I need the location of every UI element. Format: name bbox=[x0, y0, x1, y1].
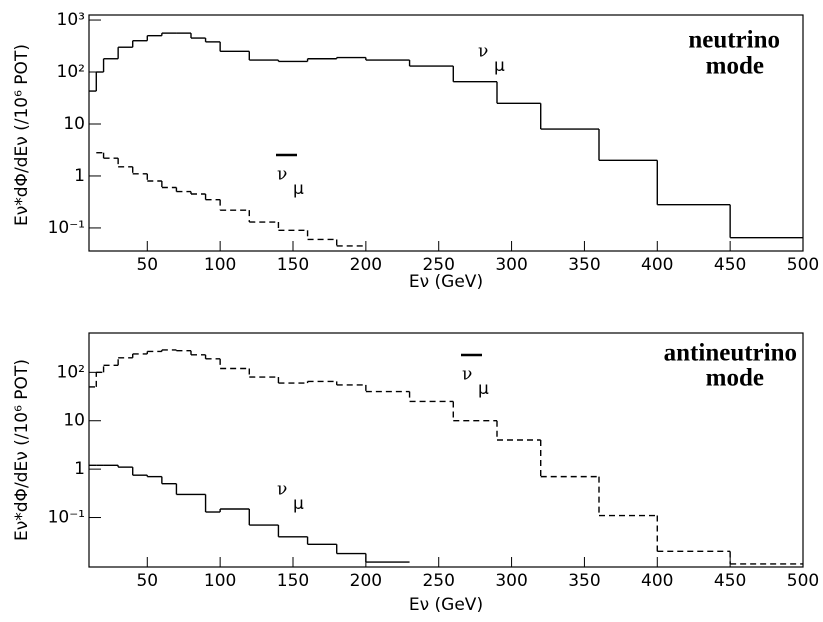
x-axis-label: Eν (GeV) bbox=[409, 595, 483, 615]
y-tick-label: 1 bbox=[74, 459, 85, 479]
x-tick-label: 150 bbox=[277, 571, 309, 591]
mode-label: neutrino bbox=[688, 27, 780, 54]
annotation: ν bbox=[462, 365, 472, 385]
x-tick-label: 350 bbox=[568, 571, 600, 591]
x-tick-label: 100 bbox=[204, 571, 236, 591]
y-tick-label: 10⁻¹ bbox=[48, 218, 85, 238]
x-tick-label: 300 bbox=[495, 571, 527, 591]
x-tick-label: 500 bbox=[787, 571, 819, 591]
x-tick-label: 250 bbox=[422, 571, 454, 591]
x-tick-label: 350 bbox=[568, 255, 600, 275]
y-tick-label: 10² bbox=[57, 362, 85, 382]
x-tick-label: 400 bbox=[641, 255, 673, 275]
annotation: ν bbox=[277, 480, 287, 500]
annotation: ν bbox=[277, 165, 287, 185]
y-tick-label: 10 bbox=[63, 411, 85, 431]
annotation-subscript: μ bbox=[494, 56, 505, 76]
mode-label: antineutrino bbox=[664, 340, 797, 367]
y-tick-label: 10⁻¹ bbox=[48, 508, 85, 528]
y-tick-label: 10 bbox=[63, 114, 85, 134]
mode-label: mode bbox=[706, 365, 764, 392]
annotation: ν bbox=[478, 42, 488, 62]
plot-frame bbox=[88, 332, 804, 568]
y-axis-label: Eν*dΦ/dEν (/10⁶ POT) bbox=[12, 359, 32, 541]
x-tick-label: 200 bbox=[350, 571, 382, 591]
x-tick-label: 150 bbox=[277, 255, 309, 275]
x-tick-label: 50 bbox=[136, 571, 158, 591]
y-axis-label: Eν*dΦ/dEν (/10⁶ POT) bbox=[12, 44, 32, 226]
x-axis-label: Eν (GeV) bbox=[409, 272, 483, 292]
x-tick-label: 500 bbox=[787, 255, 819, 275]
x-tick-label: 250 bbox=[422, 255, 454, 275]
y-tick-label: 1 bbox=[74, 166, 85, 186]
mode-label: mode bbox=[706, 53, 764, 80]
plot-frame bbox=[88, 14, 804, 252]
x-tick-label: 50 bbox=[136, 255, 158, 275]
x-tick-label: 200 bbox=[350, 255, 382, 275]
annotation-subscript: μ bbox=[293, 494, 304, 514]
x-tick-label: 450 bbox=[714, 571, 746, 591]
y-tick-label: 10³ bbox=[57, 10, 85, 30]
x-tick-label: 100 bbox=[204, 255, 236, 275]
x-tick-label: 300 bbox=[495, 255, 527, 275]
annotation-subscript: μ bbox=[478, 379, 489, 399]
x-tick-label: 400 bbox=[641, 571, 673, 591]
annotation-subscript: μ bbox=[293, 179, 304, 199]
y-tick-label: 10² bbox=[57, 62, 85, 82]
x-tick-label: 450 bbox=[714, 255, 746, 275]
